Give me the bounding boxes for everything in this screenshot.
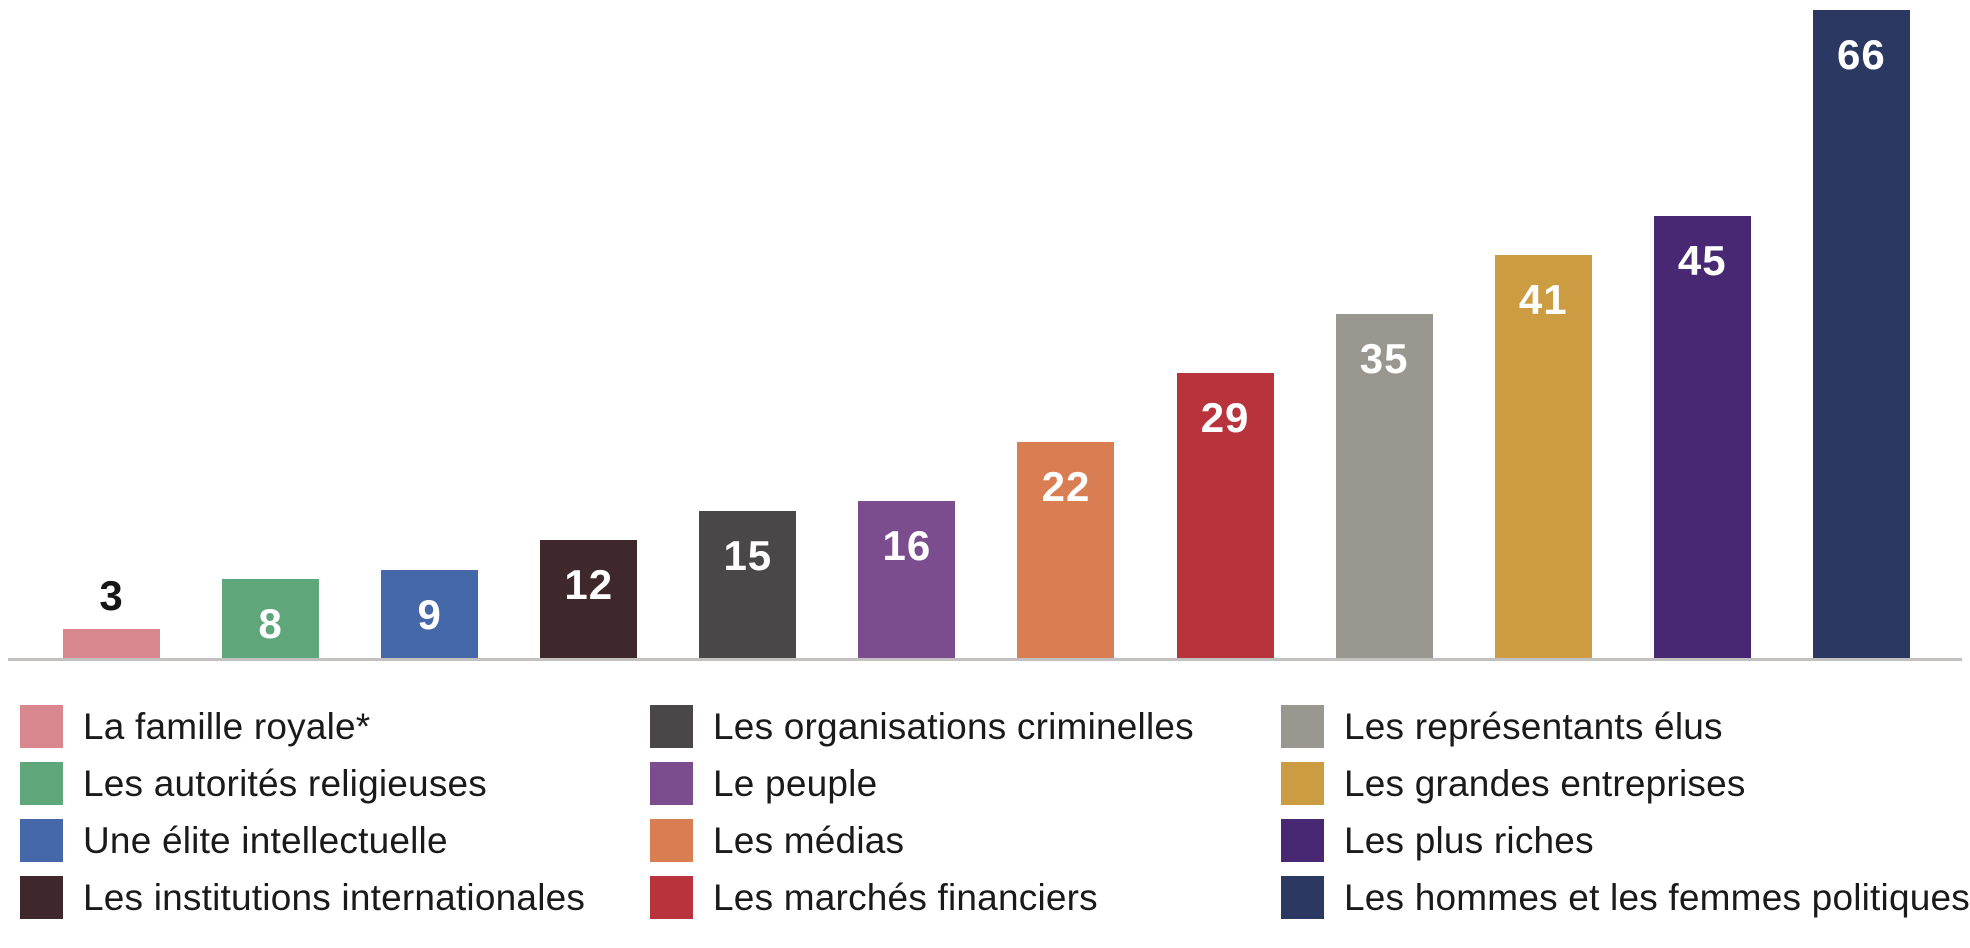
legend-item-10: Les grandes entreprises [1281,762,1970,805]
legend-label: Les hommes et les femmes politiques [1344,876,1970,918]
bar-value-label: 66 [1837,31,1886,78]
legend-swatch-icon [20,762,63,805]
legend-item-11: Les plus riches [1281,819,1970,862]
legend-label: Les organisations criminelles [713,705,1194,747]
legend-item-8: Les marchés financiers [650,876,1281,919]
legend-column-3: Les représentants élus Les grandes entrep… [1281,705,1970,919]
bar-12: 66 [1812,10,1910,658]
legend-item-4: Les institutions internationales [20,876,650,919]
chart-legend: La famille royale* Les autorités religieu… [0,705,1970,919]
legend-label: Le peuple [713,762,878,804]
bar-2: 8 [222,579,320,658]
legend-label: Les marchés financiers [713,876,1098,918]
bar-11: 45 [1653,216,1751,658]
legend-label: Les plus riches [1344,819,1594,861]
legend-column-2: Les organisations criminelles Le peuple Le… [650,705,1281,919]
legend-swatch-icon [20,819,63,862]
legend-item-2: Les autorités religieuses [20,762,650,805]
legend-item-5: Les organisations criminelles [650,705,1281,748]
bar-value-label: 12 [564,561,614,608]
x-axis-baseline [8,658,1962,661]
legend-swatch-icon [1281,819,1324,862]
bar-6: 16 [858,501,956,658]
legend-swatch-icon [20,876,63,919]
bar-1: 3 [63,575,160,658]
bar-value-label: 41 [1518,276,1568,323]
legend-label: Une élite intellectuelle [83,819,448,861]
legend-label: Les grandes entreprises [1344,762,1746,804]
legend-swatch-icon [20,705,63,748]
legend-label: La famille royale* [83,705,371,747]
bar-value-label: 45 [1677,237,1727,284]
bar-5: 15 [699,511,797,658]
legend-swatch-icon [650,762,694,805]
bar-chart: 3 8 9 12 15 16 22 29 35 41 45 66 [8,0,1962,661]
legend-swatch-icon [650,819,694,862]
bar-value-label: 22 [1041,463,1091,510]
bar-3: 9 [381,570,479,658]
bar-value-label: 29 [1200,394,1250,441]
legend-item-12: Les hommes et les femmes politiques [1281,876,1970,919]
legend-item-6: Le peuple [650,762,1281,805]
bar-value-label: 35 [1359,335,1409,382]
legend-label: Les institutions internationales [83,876,586,918]
legend-swatch-icon [1281,705,1324,748]
bar-value-label: 3 [99,572,124,619]
legend-item-7: Les médias [650,819,1281,862]
bar-8: 29 [1176,373,1274,658]
bar-10: 41 [1494,255,1592,658]
bar-value-label: 16 [882,522,932,569]
legend-column-1: La famille royale* Les autorités religieu… [20,705,650,919]
legend-label: Les médias [713,819,905,861]
bar-7: 22 [1017,442,1115,658]
legend-swatch-icon [1281,876,1324,919]
legend-label: Les représentants élus [1344,705,1723,747]
bar-value-label: 8 [258,600,283,647]
legend-swatch-icon [650,876,694,919]
legend-item-9: Les représentants élus [1281,705,1970,748]
legend-item-1: La famille royale* [20,705,650,748]
legend-item-3: Une élite intellectuelle [20,819,650,862]
legend-swatch-icon [650,705,694,748]
bar-value-label: 9 [417,591,442,638]
bar-4: 12 [540,540,638,658]
bar-chart-plot-area: 3 8 9 12 15 16 22 29 35 41 45 66 [63,0,1910,658]
bar-value-label: 15 [723,532,773,579]
bar-9: 35 [1335,314,1433,658]
legend-swatch-icon [1281,762,1324,805]
legend-label: Les autorités religieuses [83,762,487,804]
